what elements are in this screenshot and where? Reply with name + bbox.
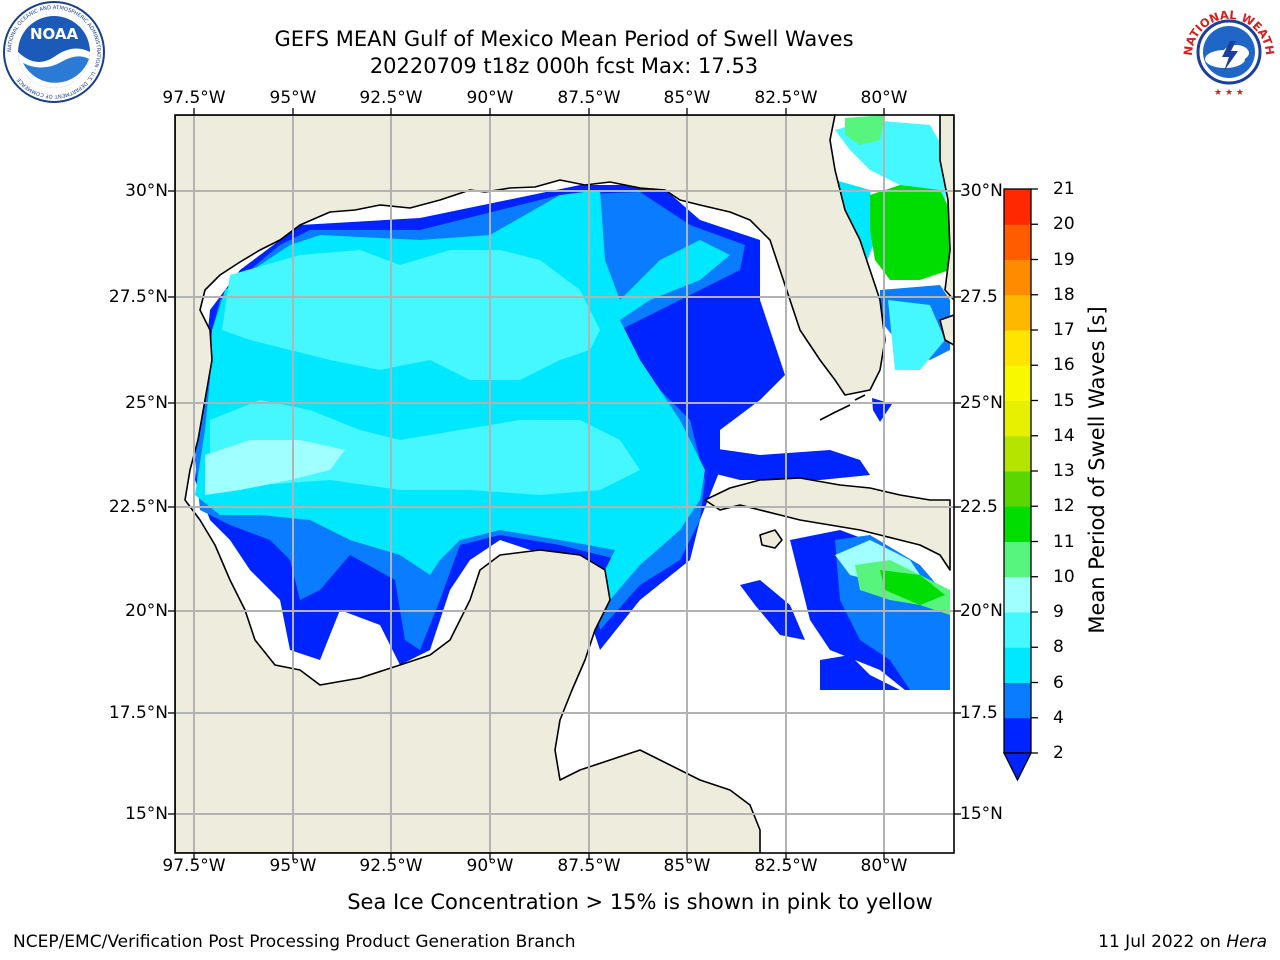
colorbar-tick-label: 14 bbox=[1053, 425, 1075, 446]
colorbar-segment bbox=[1004, 259, 1031, 296]
colorbar-segment bbox=[1004, 294, 1031, 331]
lat-label-left: 22.5°N bbox=[108, 497, 168, 517]
lat-label-right: 30°N bbox=[960, 181, 1003, 201]
footer-credit: NCEP/EMC/Verification Post Processing Pr… bbox=[13, 932, 576, 952]
lon-label-bottom: 82.5°W bbox=[754, 856, 818, 876]
colorbar-segment bbox=[1004, 506, 1031, 542]
colorbar-tick-label: 15 bbox=[1053, 390, 1075, 411]
nws-logo: NATIONAL WEATHER SERVICE ★ ★ ★ bbox=[1178, 1, 1277, 100]
colorbar-segment bbox=[1004, 647, 1031, 683]
colorbar-tick-label: 18 bbox=[1053, 284, 1075, 305]
land bbox=[175, 115, 954, 853]
colorbar-segment bbox=[1004, 330, 1031, 366]
lon-label-bottom: 87.5°W bbox=[557, 856, 621, 876]
footer-date-text: 11 Jul 2022 on bbox=[1098, 932, 1227, 952]
map-subtitle: 20220709 t18z 000h fcst Max: 17.53 bbox=[369, 54, 759, 78]
colorbar-tick-label: 19 bbox=[1053, 249, 1075, 270]
florida-keys bbox=[819, 394, 866, 421]
colorbar-extend-min bbox=[1002, 752, 1033, 782]
lon-label-top: 90°W bbox=[466, 88, 514, 108]
lon-label-top: 82.5°W bbox=[754, 88, 818, 108]
colorbar-tick-label: 6 bbox=[1053, 672, 1064, 693]
colorbar-segment bbox=[1004, 435, 1031, 472]
colorbar-tick-label: 17 bbox=[1053, 320, 1075, 340]
lat-label-right: 27.5 bbox=[960, 287, 998, 307]
colorbar-segment bbox=[1004, 541, 1031, 578]
colorbar-tick-label: 11 bbox=[1053, 531, 1075, 552]
colorbar-segment bbox=[1004, 717, 1031, 754]
lon-label-bottom: 90°W bbox=[466, 856, 514, 876]
lat-label-left: 20°N bbox=[125, 601, 168, 621]
colorbar-tick-label: 12 bbox=[1053, 496, 1075, 517]
lat-label-left: 25°N bbox=[125, 393, 168, 413]
colorbar-segment bbox=[1004, 682, 1031, 719]
noaa-logo: NOAA NATIONAL OCEANIC AND ATMOSPHERIC AD… bbox=[3, 1, 105, 103]
lat-label-left: 15°N bbox=[125, 804, 168, 824]
colorbar-segment bbox=[1004, 189, 1031, 225]
lon-label-top: 97.5°W bbox=[162, 88, 226, 108]
colorbar-segment bbox=[1004, 365, 1031, 401]
sea-ice-note: Sea Ice Concentration > 15% is shown in … bbox=[347, 890, 933, 914]
lon-label-bottom: 85°W bbox=[663, 856, 711, 876]
colorbar-segment bbox=[1004, 400, 1031, 437]
lat-label-right: 20°N bbox=[960, 601, 1003, 621]
svg-text:★ ★ ★: ★ ★ ★ bbox=[1214, 88, 1244, 98]
lon-label-top: 87.5°W bbox=[557, 88, 621, 108]
colorbar-segment bbox=[1004, 471, 1031, 507]
lon-label-bottom: 97.5°W bbox=[162, 856, 226, 876]
lat-label-left: 17.5°N bbox=[108, 703, 168, 723]
colorbar-tick-label: 20 bbox=[1053, 214, 1075, 235]
colorbar-tick-label: 9 bbox=[1053, 602, 1064, 622]
lat-label-right: 22.5 bbox=[960, 497, 998, 517]
noaa-logo-text: NOAA bbox=[30, 25, 79, 43]
colorbar-segment bbox=[1004, 224, 1031, 260]
colorbar-tick-label: 8 bbox=[1053, 637, 1064, 658]
lat-label-left: 30°N bbox=[125, 181, 168, 201]
lon-label-bottom: 95°W bbox=[269, 856, 317, 876]
lon-label-top: 85°W bbox=[663, 88, 711, 108]
colorbar-tick-label: 21 bbox=[1053, 179, 1075, 199]
colorbar-tick-label: 16 bbox=[1053, 355, 1075, 376]
lon-label-bottom: 92.5°W bbox=[359, 856, 423, 876]
map-frame bbox=[174, 114, 955, 854]
lon-label-top: 80°W bbox=[860, 88, 908, 108]
lat-label-right: 17.5 bbox=[960, 703, 998, 723]
graticule bbox=[175, 115, 954, 853]
lat-label-right: 15°N bbox=[960, 804, 1003, 824]
map-title: GEFS MEAN Gulf of Mexico Mean Period of … bbox=[274, 27, 854, 51]
lat-label-right: 25°N bbox=[960, 393, 1003, 413]
colorbar-tick-label: 2 bbox=[1053, 743, 1064, 763]
footer-host: Hera bbox=[1226, 932, 1267, 952]
colorbar-tick-label: 10 bbox=[1053, 566, 1075, 587]
footer-date: 11 Jul 2022 on Hera bbox=[1098, 932, 1267, 952]
colorbar-label: Mean Period of Swell Waves [s] bbox=[1085, 306, 1109, 634]
colorbar-tick-label: 4 bbox=[1053, 707, 1064, 728]
colorbar-segment bbox=[1004, 612, 1031, 648]
lat-label-left: 27.5°N bbox=[108, 287, 168, 307]
lon-label-top: 92.5°W bbox=[359, 88, 423, 108]
lon-label-top: 95°W bbox=[269, 88, 317, 108]
colorbar-tick-label: 13 bbox=[1053, 461, 1075, 481]
colorbar-segment bbox=[1004, 576, 1031, 613]
lon-label-bottom: 80°W bbox=[860, 856, 908, 876]
